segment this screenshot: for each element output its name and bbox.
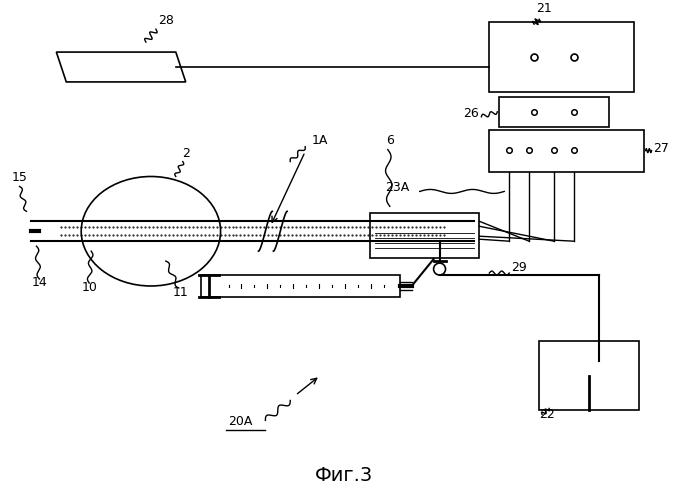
Text: 14: 14 bbox=[32, 276, 47, 289]
Text: 15: 15 bbox=[12, 172, 28, 184]
FancyBboxPatch shape bbox=[539, 340, 638, 410]
Text: 21: 21 bbox=[536, 2, 552, 16]
Text: 6: 6 bbox=[386, 134, 394, 146]
Text: 10: 10 bbox=[81, 281, 97, 294]
FancyBboxPatch shape bbox=[489, 130, 643, 172]
Text: 2: 2 bbox=[182, 146, 190, 160]
Text: 22: 22 bbox=[539, 408, 555, 422]
FancyBboxPatch shape bbox=[489, 22, 634, 92]
Text: 20A: 20A bbox=[228, 416, 252, 428]
Text: 11: 11 bbox=[173, 286, 189, 299]
Text: 1A: 1A bbox=[312, 134, 328, 146]
Ellipse shape bbox=[81, 176, 221, 286]
Text: 27: 27 bbox=[654, 142, 669, 154]
Text: Фиг.3: Фиг.3 bbox=[315, 466, 373, 484]
Polygon shape bbox=[56, 52, 186, 82]
FancyBboxPatch shape bbox=[201, 275, 400, 297]
Text: 28: 28 bbox=[158, 14, 174, 27]
FancyBboxPatch shape bbox=[499, 97, 609, 126]
Text: 26: 26 bbox=[464, 107, 480, 120]
Text: 23A: 23A bbox=[385, 182, 409, 194]
Text: 29: 29 bbox=[511, 261, 527, 274]
Circle shape bbox=[433, 263, 446, 275]
FancyBboxPatch shape bbox=[370, 214, 480, 258]
